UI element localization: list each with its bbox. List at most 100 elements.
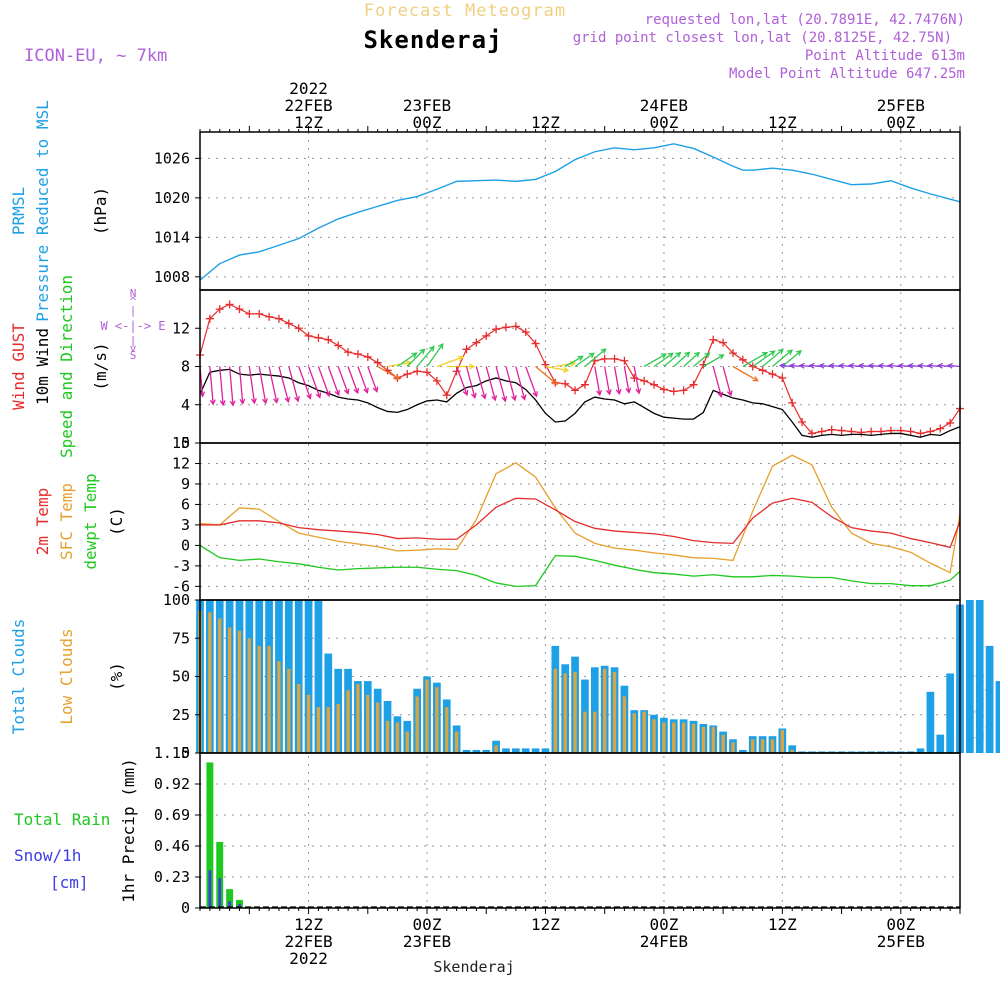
gust-marker xyxy=(906,427,915,436)
wind-arrow-head xyxy=(294,396,300,403)
wind-arrow-head xyxy=(907,362,914,369)
wind-arrow-head xyxy=(694,351,701,358)
total-cloud-bar xyxy=(294,600,303,753)
gust-marker xyxy=(768,370,777,379)
total-cloud-bar xyxy=(867,751,876,753)
low-cloud-bar xyxy=(652,719,656,753)
pressure-line xyxy=(199,143,961,281)
wind-arrow-head xyxy=(778,362,786,369)
low-cloud-bar xyxy=(662,722,666,753)
wind-arrow xyxy=(288,366,299,402)
gust-marker xyxy=(946,418,955,427)
gust-marker xyxy=(640,376,649,385)
top-time-label: 23FEB xyxy=(403,96,451,115)
wind-arrow-head xyxy=(828,362,835,369)
total-cloud-bar xyxy=(482,749,491,753)
point-altitude: Point Altitude 613m xyxy=(805,48,965,64)
wind-arrow-head xyxy=(795,350,802,356)
wind-arrow xyxy=(456,366,468,396)
low-cloud-bar xyxy=(208,612,212,753)
wind-arrow xyxy=(387,361,411,368)
wind-arrow-head xyxy=(219,400,226,407)
wind-tick-label: 0 xyxy=(181,434,190,452)
wind-arrow-head xyxy=(788,362,795,369)
gust-marker xyxy=(353,350,362,359)
gust-marker xyxy=(442,391,451,400)
wind-arrow xyxy=(898,364,911,368)
wind-arrow-head xyxy=(726,390,733,397)
wind-arrow-head xyxy=(635,388,642,395)
gust-marker xyxy=(235,305,244,314)
wind-arrow-head xyxy=(532,391,538,398)
gust-marker xyxy=(284,319,293,328)
temp-axis-label: 2m Temp xyxy=(33,488,52,555)
gust-marker xyxy=(403,370,412,379)
low-cloud-bar xyxy=(583,711,587,753)
gust-marker xyxy=(423,368,432,377)
total-cloud-bar xyxy=(304,600,313,753)
temp-tick-label: 12 xyxy=(172,454,190,472)
wind-axis-label: 10m Wind xyxy=(33,328,52,405)
total-cloud-bar xyxy=(502,748,510,753)
wind-arrow xyxy=(643,353,667,368)
gust-marker xyxy=(620,356,629,365)
temp-tick-label: 6 xyxy=(181,495,190,513)
wind-arrow xyxy=(485,366,496,401)
low-cloud-bar xyxy=(385,720,390,753)
gust-marker xyxy=(274,314,283,323)
wind-arrow xyxy=(357,366,369,393)
snow-bar xyxy=(228,901,231,908)
gust-marker xyxy=(492,325,501,334)
wind-arrow-head xyxy=(480,393,487,400)
wind-arrow-head xyxy=(808,362,815,369)
wind-arrow-head xyxy=(394,374,401,380)
wind-arrow-head xyxy=(667,352,674,359)
gust-marker xyxy=(738,355,747,364)
pressure-axis-label: (hPa) xyxy=(91,187,110,235)
wind-arrow-head xyxy=(786,349,793,356)
pressure-tick-label: 1008 xyxy=(154,268,190,286)
wind-arrow xyxy=(307,366,321,398)
wind-compass-label: W <-|-> E xyxy=(100,319,165,333)
total-cloud-bar xyxy=(472,749,481,753)
wind-arrow-head xyxy=(769,350,776,356)
precip-axis-label: 1hr Precip (mm) xyxy=(119,758,138,903)
precip-legend-label: Snow/1h xyxy=(14,846,81,865)
low-cloud-bar xyxy=(622,696,627,753)
total-cloud-bar xyxy=(808,751,816,753)
precip-tick-label: 0 xyxy=(181,899,190,917)
wind-compass-label: N xyxy=(130,287,137,300)
wind-axis-label: (m/s) xyxy=(91,342,110,390)
low-cloud-bar xyxy=(267,645,271,753)
wind-arrow xyxy=(555,362,575,368)
low-cloud-bar xyxy=(642,711,646,753)
wind-arrow-head xyxy=(752,376,759,382)
gust-marker xyxy=(245,309,254,318)
wind-arrow-head xyxy=(363,387,369,394)
top-time-label: 00Z xyxy=(886,113,915,132)
wind-arrow xyxy=(337,366,349,394)
wind-arrow xyxy=(732,365,758,382)
total-cloud-bar xyxy=(975,600,984,753)
wind-arrow-head xyxy=(419,348,426,355)
precip-tick-label: 0.23 xyxy=(154,868,190,886)
gust-marker xyxy=(373,358,382,367)
low-cloud-bar xyxy=(227,627,232,753)
gust-marker xyxy=(600,354,609,363)
wind-arrow xyxy=(908,364,921,368)
wind-arrow xyxy=(829,364,842,368)
low-cloud-bar xyxy=(297,684,301,753)
gust-marker xyxy=(344,348,353,357)
wind-arrow xyxy=(839,364,852,368)
wind-arrow-head xyxy=(675,351,682,358)
total-cloud-bar xyxy=(827,751,836,753)
clouds-tick-label: 0 xyxy=(181,744,190,762)
wind-compass-label: ^ xyxy=(130,295,137,308)
low-cloud-bar xyxy=(711,726,715,753)
top-time-label: 25FEB xyxy=(877,96,925,115)
low-cloud-bar xyxy=(573,671,577,753)
wind-arrow-head xyxy=(625,387,632,394)
gust-marker xyxy=(501,323,510,332)
low-cloud-bar xyxy=(612,671,617,753)
total-cloud-bar xyxy=(788,745,797,753)
